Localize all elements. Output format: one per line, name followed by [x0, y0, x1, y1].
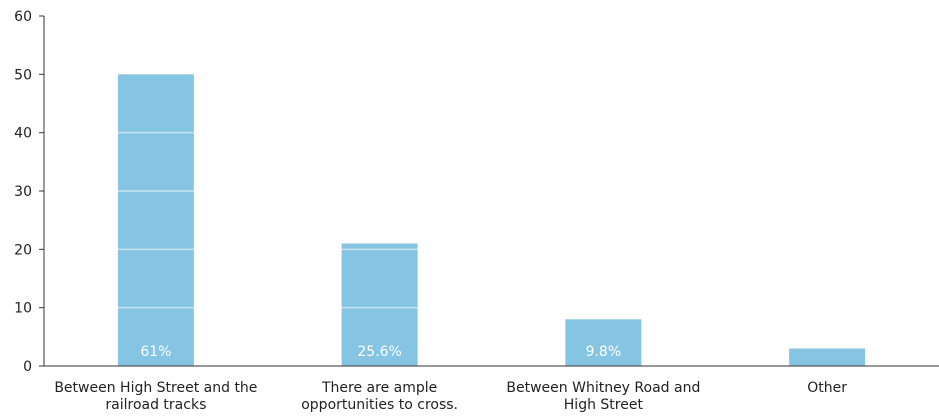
- y-tick-label: 0: [23, 359, 32, 375]
- data-label: 9.8%: [586, 344, 622, 360]
- data-labels: 61% 25.6% 9.8%: [140, 344, 621, 360]
- y-tick-label: 50: [14, 67, 32, 83]
- y-tick-label: 30: [14, 184, 32, 200]
- category-label: Other: [807, 380, 847, 396]
- bar: [341, 243, 418, 366]
- y-tick-label: 20: [14, 242, 32, 258]
- x-labels: Between High Street and the railroad trac…: [54, 380, 847, 413]
- y-ticks: 0 10 20 30 40 50 60: [14, 9, 44, 375]
- category-label: Between Whitney Road and High Street: [506, 380, 700, 413]
- bar-gridlines: [117, 131, 418, 309]
- category-label: Between High Street and the railroad trac…: [54, 380, 257, 413]
- data-label: 25.6%: [357, 344, 401, 360]
- y-tick-label: 40: [14, 126, 32, 142]
- data-label: 61%: [140, 344, 171, 360]
- bar: [117, 74, 194, 366]
- y-tick-label: 60: [14, 9, 32, 25]
- bars: [117, 74, 866, 366]
- category-label: There are ample opportunities to cross.: [301, 380, 458, 413]
- bar: [789, 348, 866, 366]
- bar: [565, 319, 642, 366]
- y-tick-label: 10: [14, 301, 32, 317]
